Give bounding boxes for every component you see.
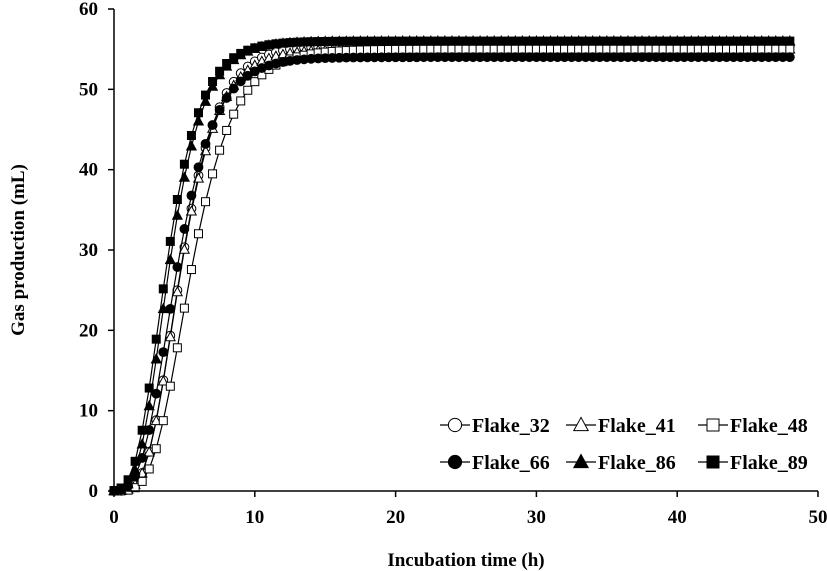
axis-ticks: 0 10 20 30 40 50 60 0 10 20 30 40 50: [79, 0, 827, 528]
data-point-square-filled: [144, 383, 154, 393]
data-point-square-open: [137, 476, 147, 486]
data-point-square-filled: [785, 36, 795, 46]
legend-item: Flake_48: [698, 415, 808, 437]
data-point-triangle-open: [164, 330, 176, 342]
data-point-circle-filled: [158, 347, 169, 358]
data-point-triangle-open: [171, 285, 184, 297]
data-point-circle-filled: [221, 93, 232, 103]
data-point-square-filled: [116, 483, 126, 493]
legend-label: Flake_41: [598, 415, 676, 437]
x-tick-label: 10: [245, 507, 264, 528]
legend-item: Flake_89: [698, 452, 808, 474]
data-point-square-open: [201, 197, 211, 207]
data-point-square-filled: [158, 284, 168, 294]
data-point-circle-filled: [186, 190, 197, 201]
data-point-circle-filled: [235, 76, 246, 87]
x-tick-label: 40: [668, 507, 687, 528]
data-point-square-filled: [123, 475, 133, 485]
data-point-square-filled: [706, 455, 720, 469]
data-point-square-open: [158, 416, 168, 426]
data-point-square-filled: [172, 195, 182, 205]
data-point-square-open: [208, 169, 218, 179]
data-point-circle-filled: [447, 454, 463, 470]
x-tick-label: 0: [109, 507, 119, 528]
y-tick-label: 40: [79, 160, 98, 181]
data-point-circle-filled: [207, 120, 218, 130]
data-point-circle-filled: [228, 83, 239, 94]
legend-label: Flake_86: [598, 452, 676, 474]
data-point-circle-filled: [179, 224, 190, 234]
data-point-circle-filled: [172, 262, 183, 272]
data-point-square-open: [229, 109, 239, 119]
data-point-square-open: [250, 77, 260, 87]
data-point-square-open: [215, 145, 225, 155]
data-point-square-open: [144, 464, 154, 474]
legend-label: Flake_48: [730, 415, 808, 437]
data-point-square-open: [165, 381, 175, 391]
data-point-triangle-open: [185, 205, 198, 216]
y-tick-label: 30: [79, 240, 98, 261]
plot-area: [108, 35, 796, 496]
data-point-square-filled: [151, 334, 161, 344]
data-point-square-filled: [137, 425, 147, 435]
data-point-circle-filled: [784, 52, 795, 63]
x-tick-label: 30: [527, 507, 546, 528]
legend-item: Flake_41: [566, 415, 676, 437]
data-point-triangle-filled: [136, 438, 148, 449]
y-tick-label: 60: [79, 0, 98, 20]
data-point-triangle-filled: [572, 453, 590, 469]
data-point-square-open: [186, 265, 196, 275]
y-tick-label: 50: [79, 79, 98, 100]
data-point-square-filled: [215, 66, 225, 76]
data-point-triangle-open: [178, 243, 191, 254]
legend-label: Flake_66: [472, 452, 550, 474]
data-point-square-filled: [201, 90, 211, 100]
data-point-square-filled: [179, 159, 189, 169]
data-point-square-open: [222, 125, 232, 135]
data-point-square-open: [236, 96, 246, 106]
x-axis-title: Incubation time (h): [387, 550, 544, 571]
y-tick-label: 10: [79, 401, 98, 422]
data-point-triangle-filled: [129, 464, 141, 475]
data-point-triangle-open: [150, 414, 162, 426]
data-point-square-open: [243, 85, 253, 95]
data-point-circle-filled: [214, 104, 225, 115]
data-point-square-open: [193, 229, 203, 239]
data-point-circle-filled: [151, 388, 162, 399]
legend-item: Flake_66: [440, 452, 550, 474]
legend-item: Flake_86: [566, 452, 676, 474]
data-point-square-open: [785, 44, 795, 54]
data-point-square-filled: [208, 77, 218, 87]
y-tick-label: 20: [79, 320, 98, 341]
data-point-square-open: [151, 444, 161, 454]
data-point-square-filled: [165, 236, 175, 246]
y-tick-label: 0: [89, 481, 99, 502]
data-point-square-filled: [186, 130, 196, 140]
data-point-circle-filled: [200, 138, 211, 149]
x-tick-label: 50: [809, 507, 827, 528]
data-point-circle-open: [447, 417, 463, 433]
data-point-square-filled: [193, 108, 203, 118]
legend: Flake_32 Flake_41 Flake_48 Flake_66 Flake_86…: [440, 415, 808, 474]
y-axis-title: Gas production (mL): [8, 164, 29, 336]
legend-label: Flake_32: [472, 415, 550, 437]
data-point-circle-filled: [242, 70, 253, 81]
x-tick-label: 20: [386, 507, 405, 528]
data-point-triangle-open: [157, 375, 169, 386]
data-point-square-filled: [222, 59, 232, 69]
data-point-square-open: [179, 303, 189, 313]
legend-item: Flake_32: [440, 415, 550, 437]
data-point-square-open: [172, 343, 182, 353]
data-point-square-open: [706, 418, 720, 432]
data-point-circle-filled: [193, 162, 204, 173]
data-point-square-filled: [130, 456, 140, 466]
legend-label: Flake_89: [730, 452, 808, 474]
data-point-triangle-open: [143, 446, 155, 457]
data-point-triangle-open: [572, 416, 590, 432]
